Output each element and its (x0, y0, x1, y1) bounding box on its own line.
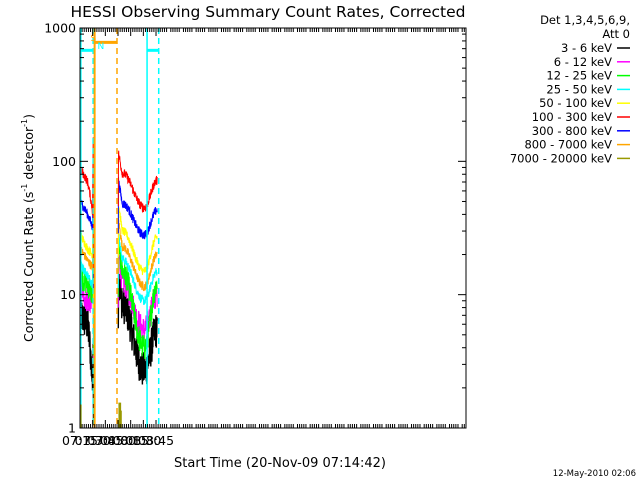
y-axis: 1 10 100 1000 (44, 21, 466, 436)
y-axis-label-main: Corrected Count Rate (s (21, 192, 36, 342)
series-line-pre (79, 221, 94, 329)
y-axis-label: Corrected Count Rate (s-1 detector-1) (20, 114, 36, 342)
x-tick-label: 08:30 (125, 433, 161, 448)
legend-entry-label: 3 - 6 keV (561, 41, 612, 55)
x-tick-label: 08:00 (100, 433, 136, 448)
legend-entry-label: 100 - 300 keV (532, 110, 612, 124)
series-line-pre (80, 238, 94, 345)
y-tick-label: 10 (60, 287, 76, 302)
legend-header-line1: Det 1,3,4,5,6,9, (540, 13, 630, 27)
y-axis-label-mid: detector (21, 126, 36, 184)
x-axis-label: Start Time (20-Nov-09 07:14:42) (174, 456, 386, 471)
x-tick-label: 07:30 (75, 433, 111, 448)
series-50-100-kev (79, 218, 158, 329)
legend-entry-label: 25 - 50 keV (546, 82, 612, 96)
series-800-7000-kev (79, 137, 158, 273)
y-axis-label-sup2: -1 (20, 119, 29, 127)
plot-area: SN (79, 28, 160, 428)
series-line-pre (79, 181, 94, 289)
x-tick-label: 07:45 (87, 433, 123, 448)
y-axis-label-end: ) (21, 114, 36, 119)
series-25-50-kev (80, 232, 158, 345)
series-line-post (117, 150, 158, 214)
chart-title: HESSI Observing Summary Count Rates, Cor… (71, 3, 466, 21)
flag-label-s: S (91, 34, 97, 44)
legend-entry-label: 50 - 100 keV (539, 96, 612, 110)
footer-date: 12-May-2010 02:06 (553, 469, 636, 479)
legend-entry-label: 7000 - 20000 keV (510, 151, 612, 165)
y-tick-label: 100 (52, 154, 76, 169)
legend-entry-label: 6 - 12 keV (554, 55, 612, 69)
series-300-800-kev (79, 176, 158, 289)
series-100-300-kev (79, 207, 158, 316)
y-axis-label-sup1: -1 (20, 184, 29, 192)
plot-frame (79, 27, 467, 429)
x-tick-label: 08:45 (138, 433, 174, 448)
legend-entry-label: 12 - 25 keV (546, 69, 612, 83)
legend-entry-label: 800 - 7000 keV (524, 138, 612, 152)
series-line-post (117, 237, 158, 360)
series-line-pre (79, 137, 94, 273)
series-line-post (117, 218, 158, 292)
legend-header-line2: Att 0 (602, 27, 630, 41)
y-tick-label: 1 (68, 421, 76, 436)
flag-label-n: N (98, 42, 105, 52)
series-line-post (117, 207, 158, 276)
series-line-post (117, 232, 158, 305)
x-tick-label: 07:15 (62, 433, 98, 448)
series-line-post (117, 273, 158, 385)
legend-entry-label: 300 - 800 keV (532, 124, 612, 138)
series-line-pre (79, 248, 94, 356)
series-line-pre (79, 208, 94, 316)
event-markers: SN (80, 28, 160, 428)
series-line-post (117, 176, 158, 240)
y-tick-label: 1000 (44, 21, 76, 36)
series-12-25-kev (79, 237, 158, 360)
x-tick-label: 08:15 (113, 433, 149, 448)
